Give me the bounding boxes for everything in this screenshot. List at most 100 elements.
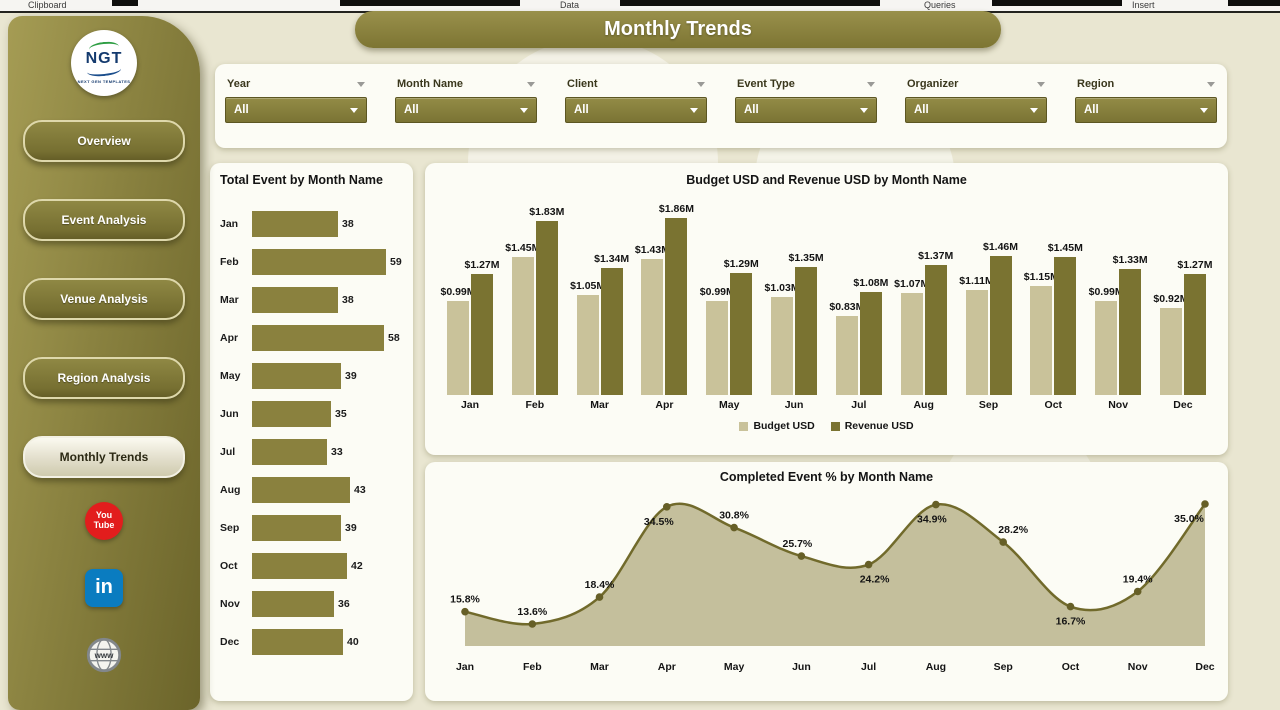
revenue-usd-bar[interactable]	[1119, 268, 1142, 395]
budget-usd-bar[interactable]	[1030, 285, 1053, 395]
budget-usd-bar[interactable]	[511, 257, 534, 395]
sidebar-item-region-analysis[interactable]: Region Analysis	[23, 357, 185, 399]
bar-row-jun: Jun 35	[220, 401, 403, 427]
data-point-apr[interactable]	[663, 503, 671, 511]
category-label: Jul	[851, 399, 867, 411]
budget-usd-bar[interactable]	[641, 259, 664, 395]
chevron-down-icon	[1037, 81, 1045, 87]
total-event-bar[interactable]	[252, 287, 338, 313]
data-label: $0.99M	[1088, 286, 1124, 298]
data-label: 34.9%	[917, 514, 947, 526]
bar-row-aug: Aug 43	[220, 477, 403, 503]
data-point-dec[interactable]	[1201, 500, 1209, 508]
data-point-may[interactable]	[730, 523, 738, 532]
data-point-jul[interactable]	[864, 560, 873, 569]
revenue-usd-bar[interactable]	[730, 272, 753, 395]
value-label: 43	[354, 484, 366, 496]
sidebar-item-overview[interactable]: Overview	[23, 120, 185, 162]
revenue-usd-bar[interactable]	[471, 274, 493, 395]
category-label: Nov	[1108, 399, 1129, 411]
total-event-bar[interactable]	[252, 363, 341, 389]
legend-swatch	[739, 421, 749, 431]
data-point-aug[interactable]	[932, 500, 940, 509]
sidebar-item-venue-analysis[interactable]: Venue Analysis	[23, 278, 185, 320]
total-event-bar[interactable]	[252, 477, 350, 503]
total-event-bar[interactable]	[252, 553, 347, 579]
filter-selected-value: All	[234, 104, 249, 116]
filter-header: Region	[1075, 78, 1217, 90]
filter-dropdown-region[interactable]: All	[1075, 97, 1217, 123]
category-label: Jun	[784, 399, 804, 411]
bars: $0.99M $1.33M	[1089, 189, 1148, 395]
budget-usd-bar[interactable]	[447, 301, 469, 395]
total-event-bar[interactable]	[252, 439, 327, 465]
data-label: $0.83M	[829, 301, 865, 314]
total-event-bar[interactable]	[252, 249, 386, 275]
data-point-feb[interactable]	[528, 620, 537, 628]
youtube-icon[interactable]: You Tube	[85, 502, 123, 540]
filter-dropdown-year[interactable]: All	[225, 97, 367, 123]
budget-usd-bar[interactable]	[965, 289, 988, 395]
ribbon-tab-insert[interactable]: Insert	[1132, 0, 1155, 10]
data-point-nov[interactable]	[1133, 587, 1142, 596]
total-event-bar[interactable]	[252, 211, 338, 237]
chevron-down-icon	[350, 107, 358, 113]
revenue-usd-bar[interactable]	[600, 267, 623, 395]
filter-header: Event Type	[735, 78, 877, 90]
chevron-down-icon	[860, 107, 868, 113]
bar-row-oct: Oct 42	[220, 553, 403, 579]
data-label: 35.0%	[1174, 513, 1204, 525]
ribbon-tab-clipboard[interactable]: Clipboard	[28, 0, 67, 10]
bars: $0.92M $1.27M	[1153, 189, 1212, 395]
data-point-jun[interactable]	[797, 552, 806, 560]
budget-usd-bar[interactable]	[835, 316, 858, 395]
sidebar-item-label: Venue Analysis	[60, 292, 148, 306]
revenue-usd-bar[interactable]	[924, 264, 947, 395]
youtube-text: Tube	[93, 520, 115, 530]
revenue-usd-bar[interactable]	[1183, 274, 1206, 395]
budget-usd-bar[interactable]	[771, 297, 794, 395]
budget-usd-bar[interactable]	[576, 295, 599, 395]
filter-dropdown-event-type[interactable]: All	[735, 97, 877, 123]
data-label: 34.5%	[644, 516, 674, 528]
revenue-usd-bar[interactable]	[665, 218, 688, 395]
category-label: Feb	[523, 661, 542, 673]
total-event-bar[interactable]	[252, 629, 343, 655]
filter-dropdown-month-name[interactable]: All	[395, 97, 537, 123]
category-label: Sep	[994, 661, 1013, 673]
data-point-sep[interactable]	[999, 538, 1007, 546]
revenue-usd-bar[interactable]	[859, 292, 882, 395]
total-event-bar[interactable]	[252, 515, 341, 541]
revenue-usd-bar[interactable]	[795, 266, 818, 395]
sidebar-item-event-analysis[interactable]: Event Analysis	[23, 199, 185, 241]
value-label: 59	[390, 256, 402, 268]
revenue-usd-bar[interactable]	[989, 256, 1012, 395]
data-point-mar[interactable]	[595, 593, 604, 601]
bar-group-aug: $1.07M $1.37M Aug	[894, 189, 953, 411]
sidebar-item-monthly-trends[interactable]: Monthly Trends	[23, 436, 185, 478]
ribbon-tab-data[interactable]: Data	[560, 0, 580, 10]
budget-usd-bar[interactable]	[900, 293, 923, 395]
ribbon-tab-queries[interactable]: Queries	[924, 0, 956, 10]
data-point-jan[interactable]	[461, 607, 469, 616]
filter-dropdown-client[interactable]: All	[565, 97, 707, 123]
budget-usd-bar[interactable]	[1159, 307, 1182, 395]
ribbon-collapsed-control	[620, 0, 880, 6]
budget-usd-bar[interactable]	[1095, 301, 1118, 395]
budget-usd-bar[interactable]	[706, 301, 729, 395]
total-event-bar[interactable]	[252, 591, 334, 617]
category-label: Apr	[655, 399, 674, 411]
category-label: Jun	[792, 661, 811, 673]
revenue-usd-bar[interactable]	[1054, 257, 1077, 395]
ribbon-collapsed-control	[340, 0, 520, 6]
filter-dropdown-organizer[interactable]: All	[905, 97, 1047, 123]
category-label: Sep	[978, 399, 999, 411]
linkedin-icon[interactable]: in	[85, 569, 123, 607]
total-event-bar[interactable]	[252, 401, 331, 427]
bar-group-may: $0.99M $1.29M May	[700, 189, 759, 412]
filter-client: Client All	[565, 78, 707, 148]
total-event-bar[interactable]	[252, 325, 384, 351]
data-point-oct[interactable]	[1066, 602, 1075, 611]
website-globe-icon[interactable]: www	[85, 636, 123, 674]
revenue-usd-bar[interactable]	[535, 221, 558, 395]
